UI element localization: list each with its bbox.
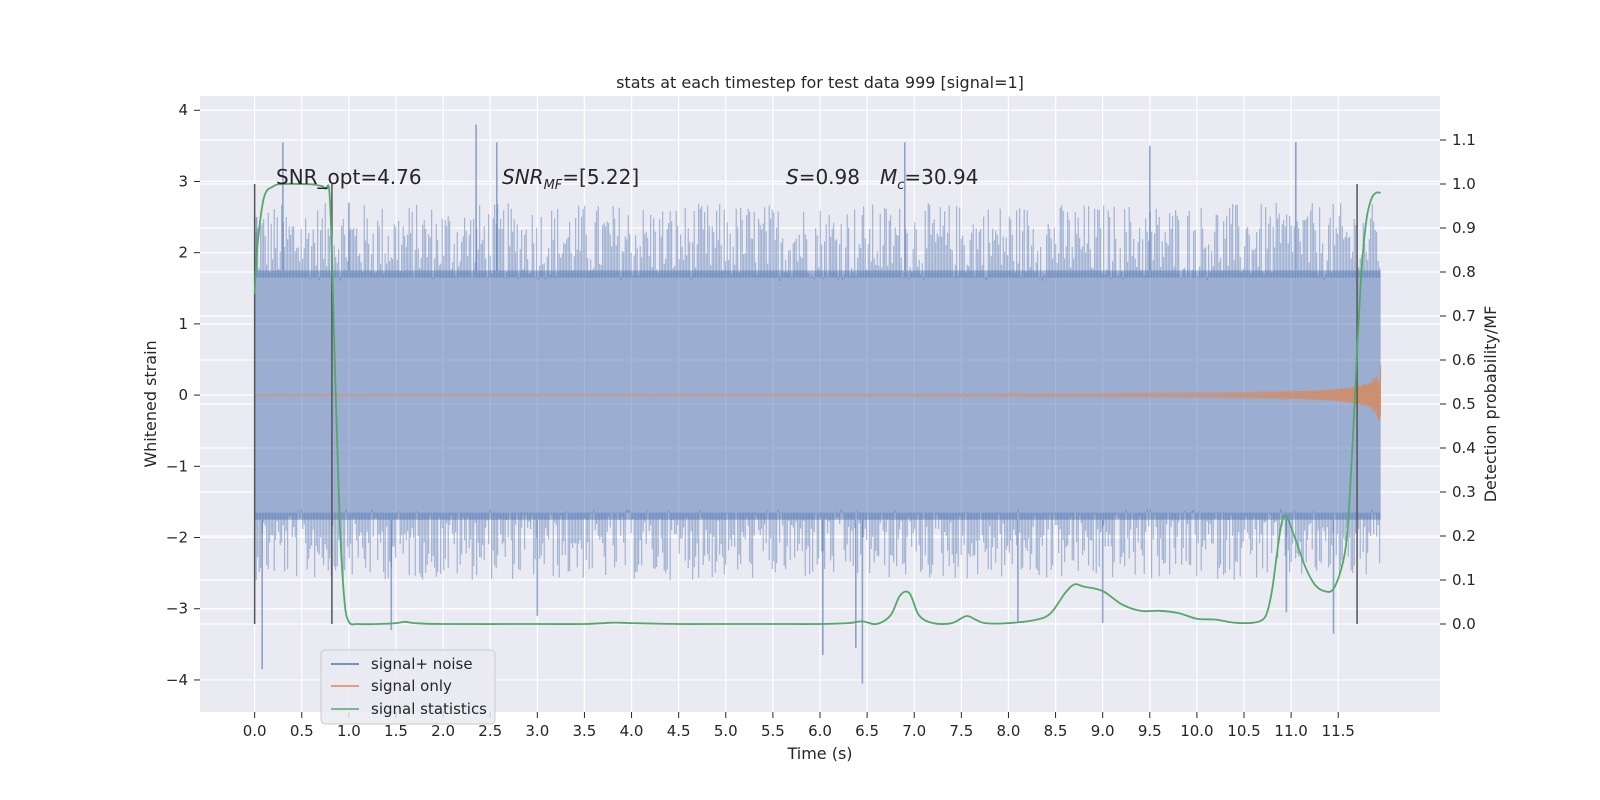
annotation-snr-opt: SNR_opt=4.76 [276, 165, 422, 189]
legend-label-signal-only: signal only [371, 677, 452, 695]
right-y-tick-label: 0.2 [1452, 527, 1476, 545]
left-y-tick-label: 0 [178, 386, 188, 404]
x-tick-label: 11.5 [1322, 722, 1355, 740]
right-y-tick-label: 1.1 [1452, 131, 1476, 149]
right-y-tick-label: 0.4 [1452, 439, 1476, 457]
x-tick-label: 6.5 [855, 722, 879, 740]
right-y-tick-label: 0.7 [1452, 307, 1476, 325]
annotation-snr-mf-value: =[5.22] [562, 165, 639, 189]
left-y-tick-label: 2 [178, 244, 188, 262]
annotation-mc: Mc=30.94 [880, 165, 978, 193]
annotation-mc-sub: c [897, 178, 904, 193]
right-y-tick-label: 0.8 [1452, 263, 1476, 281]
annotation-mc-value: =30.94 [904, 165, 978, 189]
left-y-tick-label: 4 [178, 101, 188, 119]
annotation-snr-mf-sub: MF [544, 178, 563, 193]
series-signal-only [254, 364, 1382, 422]
x-tick-label: 11.0 [1274, 722, 1307, 740]
left-y-tick-label: −4 [166, 671, 188, 689]
x-tick-label: 5.5 [761, 722, 785, 740]
right-y-tick-label: 0.0 [1452, 615, 1476, 633]
left-y-tick-label: 3 [178, 172, 188, 190]
x-tick-label: 10.5 [1227, 722, 1260, 740]
x-tick-label: 8.0 [997, 722, 1021, 740]
right-y-tick-label: 1.0 [1452, 175, 1476, 193]
x-tick-label: 4.0 [620, 722, 644, 740]
x-tick-label: 8.5 [1044, 722, 1068, 740]
right-y-tick-label: 0.6 [1452, 351, 1476, 369]
x-tick-label: 9.0 [1091, 722, 1115, 740]
legend-label-signal-statistics: signal statistics [371, 700, 487, 718]
left-y-tick-label: −1 [166, 457, 188, 475]
x-axis-label: Time (s) [786, 744, 852, 763]
right-y-tick-label: 0.9 [1452, 219, 1476, 237]
signal-only-line [254, 364, 1382, 422]
right-y-axis-ticks: 1.1 1.0 0.9 0.8 0.7 0.6 0.5 0.4 0.3 0.2 0.1 0.0 [1440, 131, 1476, 633]
x-tick-label: 0.5 [290, 722, 314, 740]
left-y-axis-ticks: 4 3 2 1 0 −1 −2 −3 −4 [166, 101, 200, 689]
x-tick-label: 6.0 [808, 722, 832, 740]
x-tick-label: 9.5 [1138, 722, 1162, 740]
annotation-snr-mf-base: SNR [502, 165, 544, 189]
left-y-tick-label: −2 [166, 529, 188, 547]
x-tick-label: 4.5 [667, 722, 691, 740]
x-tick-label: 1.0 [337, 722, 361, 740]
x-tick-label: 7.5 [949, 722, 973, 740]
annotation-snr-mf: SNRMF=[5.22] [502, 165, 639, 193]
x-tick-label: 3.5 [573, 722, 597, 740]
x-tick-label: 5.0 [714, 722, 738, 740]
legend: signal+ noise signal only signal statist… [320, 649, 496, 725]
left-y-tick-label: −3 [166, 600, 188, 618]
series-signal-statistics [253, 182, 1381, 626]
annotation-s-var: S [786, 165, 799, 189]
annotation-mc-var: M [880, 165, 897, 189]
left-y-axis-label: Whitened strain [141, 340, 160, 467]
x-tick-label: 10.0 [1180, 722, 1213, 740]
right-y-tick-label: 0.1 [1452, 571, 1476, 589]
annotation-s-value: =0.98 [799, 165, 860, 189]
noise-peaks [255, 124, 1335, 684]
chart-title: stats at each timestep for test data 999… [616, 73, 1024, 92]
x-tick-label: 7.0 [902, 722, 926, 740]
legend-box [320, 649, 496, 725]
right-y-axis-label: Detection probability/MF [1481, 306, 1500, 503]
annotation-s: S=0.98 [786, 165, 860, 189]
x-tick-label: 2.5 [478, 722, 502, 740]
x-tick-label: 0.0 [243, 722, 267, 740]
right-y-tick-label: 0.5 [1452, 395, 1476, 413]
x-tick-label: 1.5 [384, 722, 408, 740]
x-axis-ticks: 0.0 0.5 1.0 1.5 2.0 2.5 3.0 3.5 4.0 4.5 5.0 5.5 6.0 6… [243, 712, 1355, 740]
left-y-tick-label: 1 [178, 315, 188, 333]
x-tick-label: 3.0 [525, 722, 549, 740]
x-tick-label: 2.0 [431, 722, 455, 740]
legend-label-signal-noise: signal+ noise [371, 655, 473, 673]
signal-statistics-line [253, 182, 1381, 626]
right-y-tick-label: 0.3 [1452, 483, 1476, 501]
